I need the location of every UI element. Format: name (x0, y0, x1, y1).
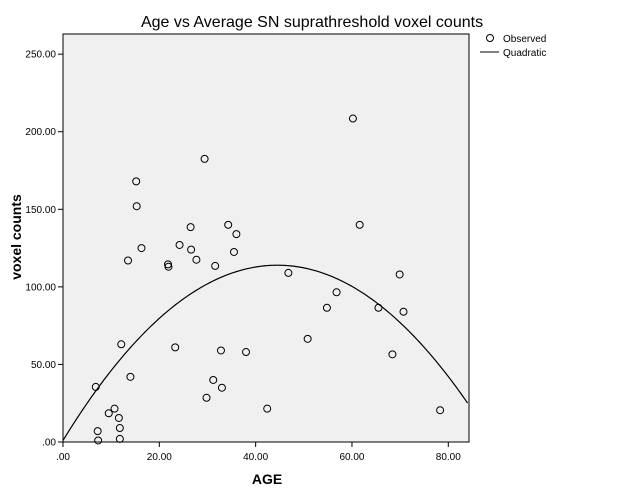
data-point (216, 346, 225, 355)
data-point (395, 270, 404, 279)
data-point (132, 202, 141, 211)
observed-points-layer (91, 114, 445, 445)
data-point (115, 424, 124, 433)
data-point (110, 404, 119, 413)
y-tick-label: .00 (42, 438, 56, 449)
y-tick-label: 200.00 (25, 127, 56, 138)
data-point (322, 303, 331, 312)
data-point (303, 334, 312, 343)
data-point (284, 268, 293, 277)
data-point (187, 245, 196, 254)
data-point (93, 427, 102, 436)
legend: Observed Quadratic (480, 34, 546, 59)
data-point (242, 348, 251, 357)
data-point (388, 350, 397, 359)
data-point (186, 223, 195, 232)
x-tick-label: 40.00 (243, 452, 268, 463)
y-tick-label: 150.00 (25, 205, 56, 216)
data-point (114, 413, 123, 422)
chart-title: Age vs Average SN suprathreshold voxel c… (141, 14, 483, 31)
x-axis-title: AGE (252, 471, 282, 487)
data-point (229, 247, 238, 256)
legend-quadratic-label: Quadratic (503, 48, 546, 59)
legend-observed-marker (486, 34, 494, 42)
data-point (399, 307, 408, 316)
y-tick-label: 50.00 (31, 360, 56, 371)
data-point (202, 393, 211, 402)
data-point (175, 240, 184, 249)
quadratic-fit-line (63, 264, 469, 441)
data-point (132, 177, 141, 186)
data-point (436, 406, 445, 415)
x-tick-label: 80.00 (436, 452, 461, 463)
x-axis: .00 20.00 40.00 60.00 80.00 (56, 442, 461, 463)
data-point (200, 154, 209, 163)
data-point (211, 261, 220, 270)
y-tick-label: 250.00 (25, 50, 56, 61)
plot-area (62, 33, 470, 443)
data-point (263, 404, 272, 413)
data-point (232, 230, 241, 239)
y-tick-label: 100.00 (25, 282, 56, 293)
y-axis: .00 50.00 100.00 150.00 200.00 250.00 (25, 50, 63, 449)
x-tick-label: 60.00 (339, 452, 364, 463)
x-tick-label: 20.00 (147, 452, 172, 463)
data-point (104, 409, 113, 418)
data-point (209, 375, 218, 384)
data-point (332, 288, 341, 297)
data-point (137, 244, 146, 253)
data-point (91, 382, 100, 391)
data-point (355, 220, 364, 229)
legend-observed-label: Observed (503, 34, 546, 45)
data-point (224, 220, 233, 229)
data-point (374, 303, 383, 312)
data-point (94, 436, 103, 445)
data-point (192, 255, 201, 264)
x-tick-label: .00 (56, 452, 70, 463)
data-point (164, 262, 173, 271)
data-point (126, 372, 135, 381)
data-point (115, 434, 124, 443)
y-axis-title: voxel counts (8, 194, 24, 280)
data-point (124, 256, 133, 265)
data-point (348, 114, 357, 123)
data-point (117, 340, 126, 349)
data-point (171, 343, 180, 352)
data-point (217, 383, 226, 392)
quadratic-fit-layer (63, 264, 469, 441)
